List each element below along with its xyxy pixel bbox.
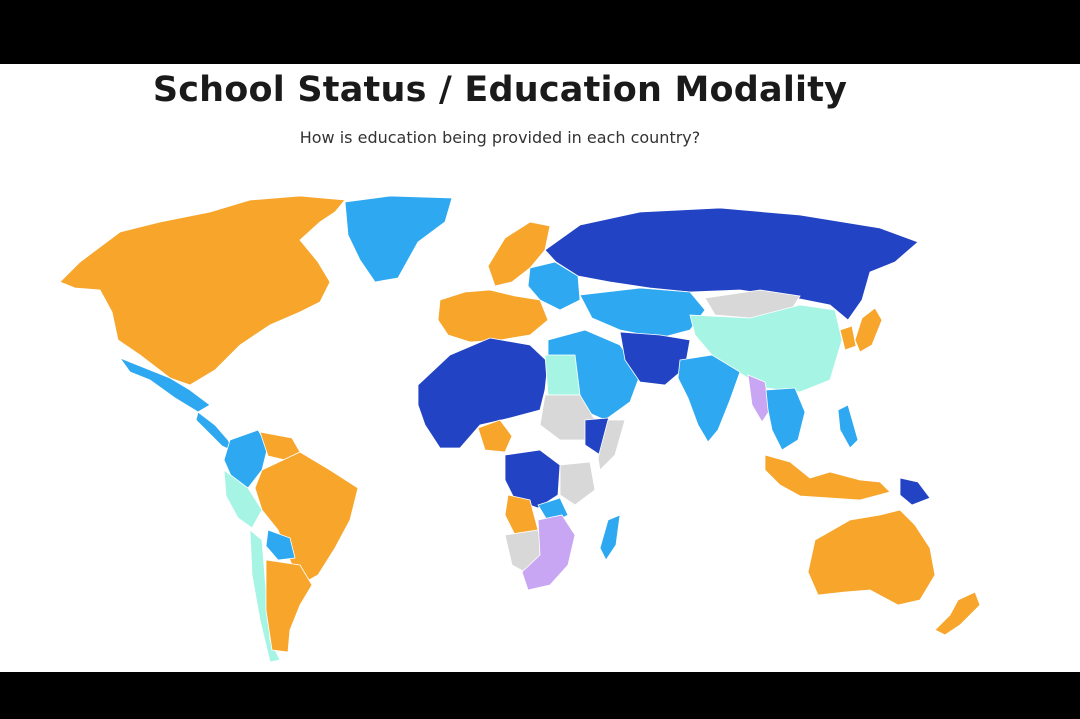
region-japan[interactable] [854,307,883,353]
region-china[interactable] [689,304,843,393]
region-egypt[interactable] [544,354,581,396]
region-korea[interactable] [839,325,857,351]
region-argentina[interactable] [265,559,313,653]
region-bolivia[interactable] [265,529,296,561]
region-kazakhstan[interactable] [579,287,706,339]
region-australia[interactable] [807,509,936,606]
region-new-zealand[interactable] [934,591,981,636]
region-madagascar[interactable] [599,514,621,561]
region-chile[interactable] [249,529,281,663]
region-southeast-asia[interactable] [765,387,806,451]
region-peru[interactable] [223,469,263,529]
map-slide: School Status / Education Modality How i… [0,64,1080,672]
region-myanmar[interactable] [747,374,771,423]
region-southern-africa[interactable] [521,514,576,591]
letterbox-bottom [0,672,1080,719]
region-nigeria[interactable] [477,419,513,453]
region-india[interactable] [677,354,741,443]
region-north-america[interactable] [59,195,346,386]
region-somalia[interactable] [597,419,626,471]
region-west-africa[interactable] [417,337,549,449]
page-title: School Status / Education Modality [152,70,848,110]
region-europe-east[interactable] [527,261,581,311]
region-philippines[interactable] [837,404,859,449]
letterbox-top [0,0,1080,64]
region-indonesia[interactable] [764,454,891,501]
region-papua-new-guinea[interactable] [899,477,931,506]
page-subtitle: How is education being provided in each … [299,128,701,147]
region-tanzania[interactable] [559,461,596,506]
region-europe-west[interactable] [437,289,549,343]
world-map [59,195,981,663]
region-greenland[interactable] [344,195,453,283]
region-colombia[interactable] [223,429,269,489]
region-russia[interactable] [544,207,919,321]
region-iran-afghanistan[interactable] [619,331,691,386]
